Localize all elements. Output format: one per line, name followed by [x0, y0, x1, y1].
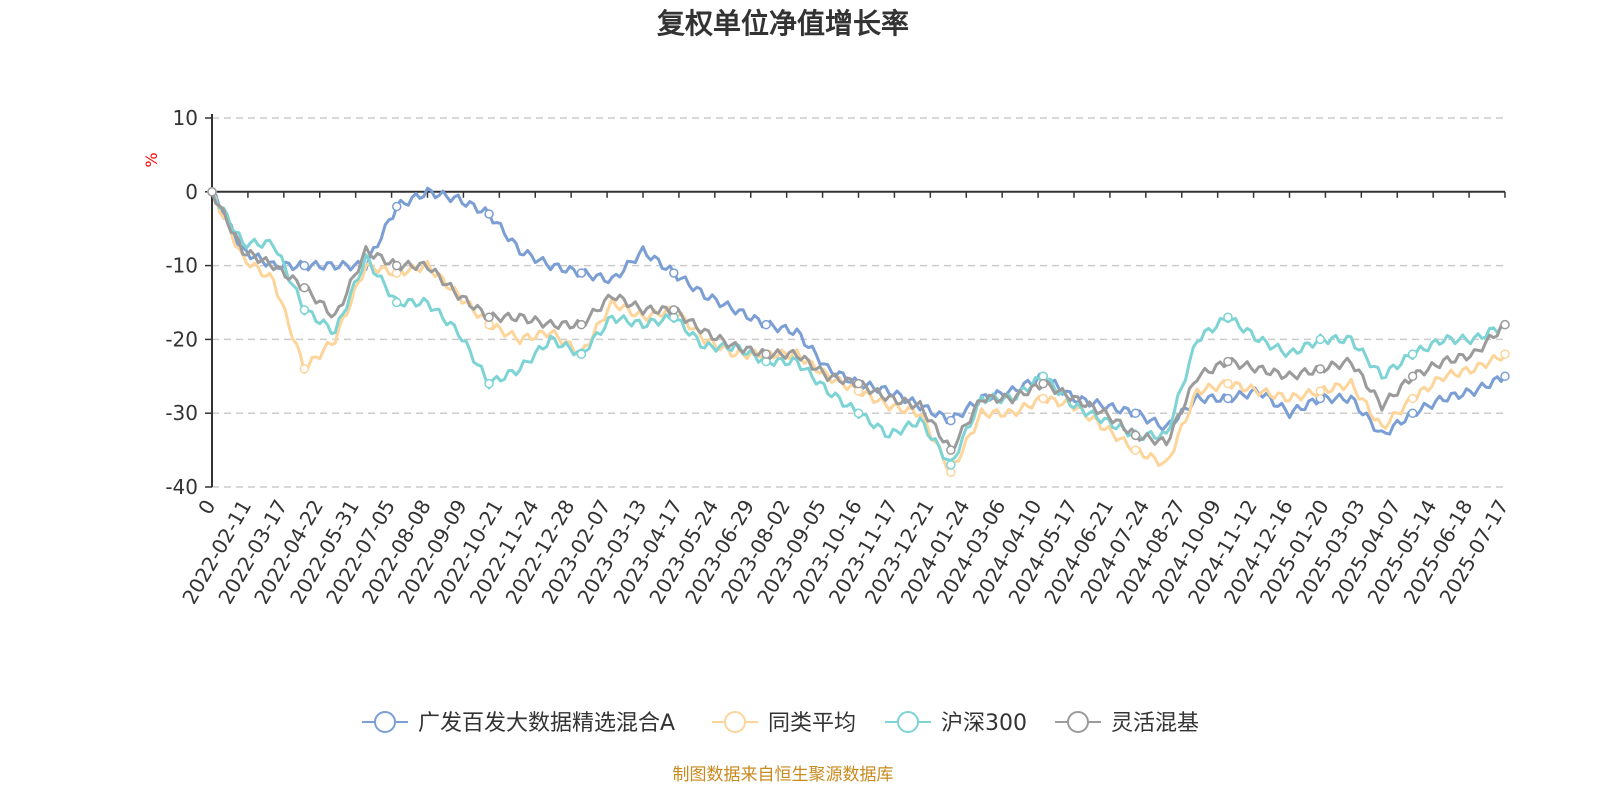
series-point	[946, 460, 956, 470]
series-point	[576, 319, 587, 330]
series-point	[1407, 371, 1418, 382]
legend-symbol	[1067, 711, 1089, 733]
series-point	[484, 312, 494, 323]
series-point	[207, 187, 217, 197]
legend-label: 广发百发大数据精选混合A	[418, 711, 675, 736]
series-point	[484, 209, 494, 219]
series-line	[210, 191, 1507, 471]
series-point	[484, 378, 494, 389]
series-point	[1223, 378, 1233, 389]
series-point	[1223, 312, 1233, 323]
legend-item[interactable]: 灵活混基	[1055, 711, 1199, 736]
series-point	[391, 297, 402, 308]
series-point	[1407, 408, 1418, 418]
legend[interactable]: 广发百发大数据精选混合A 同类平均 沪深300 灵活混基	[362, 711, 1199, 736]
legend-item[interactable]: 沪深300	[885, 711, 1027, 736]
series-point	[299, 305, 310, 315]
chart-title: 复权单位净值增长率	[657, 7, 909, 40]
series-point	[761, 319, 771, 330]
series-point	[761, 349, 771, 359]
series-point	[391, 201, 402, 212]
series-group	[207, 186, 1510, 477]
series-point	[1223, 393, 1233, 404]
series-line	[211, 186, 1507, 436]
series-point	[299, 282, 310, 293]
series-point	[1130, 408, 1141, 418]
legend-label: 灵活混基	[1111, 711, 1199, 736]
legend-symbol	[374, 711, 396, 733]
series-point	[946, 415, 956, 426]
series-point	[299, 260, 310, 271]
series-point	[576, 268, 587, 278]
series-point	[576, 349, 587, 359]
series-point	[853, 378, 864, 389]
y-axis: 10 0 -10 -20 -30 -40	[165, 106, 213, 499]
y-tick-label: -20	[165, 327, 198, 351]
series-point	[1500, 371, 1510, 382]
series-point	[1407, 393, 1418, 404]
legend-symbol	[897, 711, 919, 733]
series-point	[946, 445, 956, 455]
legend-item[interactable]: 广发百发大数据精选混合A	[362, 711, 675, 736]
y-tick-label: -40	[165, 475, 198, 499]
series-line	[210, 191, 1506, 462]
series-point	[1500, 349, 1510, 359]
series-point	[669, 268, 679, 278]
series-point	[1130, 430, 1141, 441]
series-point	[391, 260, 402, 271]
y-tick-label: -30	[165, 401, 198, 425]
y-tick-label: 10	[173, 106, 198, 130]
series-point	[1500, 319, 1510, 330]
series-point	[1130, 445, 1141, 455]
series-point	[1038, 393, 1048, 404]
series-point	[1223, 356, 1233, 367]
series-point	[853, 408, 864, 418]
series-point	[1315, 364, 1326, 374]
series-point	[299, 364, 310, 374]
y-axis-unit: %	[142, 152, 161, 167]
y-tick-label: -10	[165, 254, 198, 278]
legend-label: 沪深300	[941, 711, 1027, 736]
y-tick-label: 0	[185, 180, 198, 204]
series-point	[1315, 334, 1326, 345]
series-point	[669, 305, 679, 315]
series-point	[1407, 349, 1418, 359]
legend-item[interactable]: 同类平均	[712, 711, 856, 736]
source-note: 制图数据来自恒生聚源数据库	[673, 765, 894, 785]
x-tick-label: 0	[193, 496, 220, 519]
legend-label: 同类平均	[768, 711, 856, 736]
series-point	[1315, 386, 1326, 396]
series-point	[1038, 378, 1048, 389]
legend-symbol	[724, 711, 746, 733]
